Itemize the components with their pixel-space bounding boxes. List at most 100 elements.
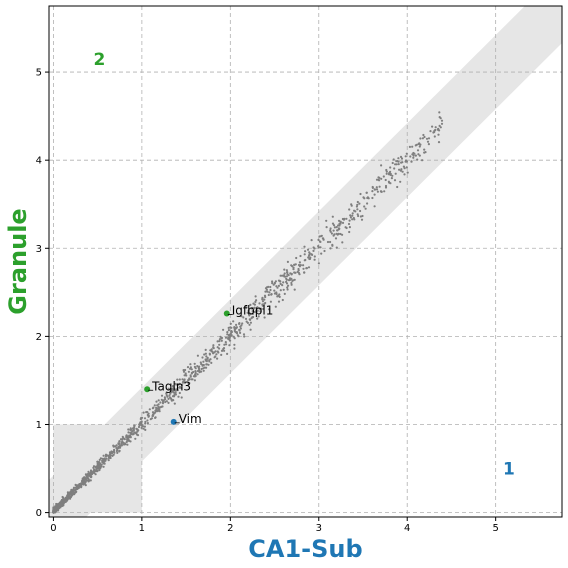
gene-point bbox=[215, 353, 218, 356]
gene-point bbox=[299, 254, 302, 258]
gene-point bbox=[108, 453, 111, 456]
gene-point bbox=[169, 396, 172, 399]
gene-point bbox=[387, 180, 390, 183]
gene-point bbox=[279, 289, 282, 292]
gene-point bbox=[254, 295, 257, 298]
gene-point bbox=[349, 214, 352, 217]
gene-point bbox=[413, 152, 416, 155]
gene-label: Igfbpl1 bbox=[232, 303, 274, 317]
gene-point bbox=[216, 357, 219, 360]
axes: 0 1 2 3 4 5 0 1 2 3 4 5 bbox=[36, 5, 563, 534]
gene-point bbox=[275, 285, 278, 288]
gene-point bbox=[246, 321, 249, 324]
gene-point bbox=[257, 315, 260, 318]
y-tick-label: 2 bbox=[36, 332, 42, 343]
gene-point bbox=[333, 226, 336, 229]
gene-point bbox=[427, 137, 431, 140]
gene-point bbox=[171, 385, 175, 388]
gene-point bbox=[196, 354, 199, 357]
gene-point bbox=[224, 336, 228, 339]
gene-point bbox=[134, 437, 137, 440]
gene-point bbox=[161, 405, 164, 408]
gene-point bbox=[353, 209, 356, 212]
gene-point bbox=[226, 331, 229, 334]
gene-point bbox=[329, 247, 332, 250]
gene-point bbox=[282, 281, 285, 284]
gene-point bbox=[247, 309, 250, 312]
gene-point bbox=[167, 397, 170, 400]
gene-point bbox=[415, 143, 418, 146]
gene-point bbox=[412, 156, 415, 159]
gene-point bbox=[422, 133, 425, 137]
gene-point bbox=[242, 333, 246, 336]
gene-point bbox=[303, 271, 306, 274]
gene-point bbox=[252, 315, 255, 319]
gene-point bbox=[52, 511, 55, 514]
gene-point bbox=[89, 472, 92, 476]
gene-point bbox=[102, 465, 105, 468]
gene-point bbox=[281, 284, 284, 287]
gene-point bbox=[144, 422, 147, 425]
gene-point bbox=[429, 130, 432, 133]
gene-point bbox=[269, 285, 272, 289]
gene-point bbox=[417, 153, 420, 156]
gene-point bbox=[371, 190, 374, 193]
gene-point bbox=[105, 457, 108, 460]
gene-point bbox=[292, 279, 295, 282]
gene-point bbox=[244, 317, 248, 320]
gene-point bbox=[264, 301, 267, 305]
gene-point bbox=[156, 407, 159, 410]
gene-point bbox=[153, 404, 156, 407]
gene-point bbox=[277, 284, 280, 287]
gene-point bbox=[405, 160, 408, 163]
gene-point bbox=[133, 424, 136, 427]
gene-point bbox=[410, 160, 413, 163]
gene-point bbox=[293, 271, 296, 274]
gene-point bbox=[146, 411, 149, 414]
gene-point bbox=[223, 343, 226, 346]
gene-point bbox=[60, 500, 63, 503]
gene-point bbox=[267, 285, 270, 288]
gene-point bbox=[426, 140, 430, 143]
gene-point bbox=[224, 341, 227, 344]
gene-point bbox=[375, 186, 378, 189]
gene-point bbox=[233, 329, 236, 333]
gene-point bbox=[181, 383, 184, 386]
x-tick-label: 3 bbox=[316, 523, 322, 534]
gene-point bbox=[310, 239, 313, 242]
gene-point bbox=[201, 364, 204, 367]
gene-point bbox=[196, 373, 199, 376]
gene-point bbox=[384, 186, 388, 189]
gene-point bbox=[168, 394, 171, 397]
gene-point bbox=[171, 387, 174, 390]
gene-point bbox=[103, 460, 106, 463]
gene-point bbox=[308, 254, 311, 257]
gene-point bbox=[64, 499, 67, 502]
gene-point bbox=[177, 395, 180, 398]
gene-point bbox=[323, 249, 326, 253]
gene-point bbox=[120, 441, 123, 444]
gene-point bbox=[385, 170, 388, 173]
gene-point bbox=[312, 249, 315, 252]
gene-point bbox=[373, 205, 376, 208]
gene-point bbox=[154, 411, 157, 414]
gene-point bbox=[196, 369, 200, 373]
gene-point bbox=[169, 392, 172, 395]
y-tick-label: 5 bbox=[36, 68, 42, 79]
gene-point bbox=[87, 470, 90, 473]
gene-point bbox=[273, 282, 276, 285]
gene-point bbox=[437, 133, 440, 136]
gene-point bbox=[423, 135, 426, 139]
gene-point bbox=[220, 337, 223, 340]
gene-point bbox=[122, 437, 125, 440]
gene-point bbox=[419, 137, 422, 140]
gene-point bbox=[233, 337, 236, 340]
gene-point bbox=[206, 356, 209, 359]
gene-point bbox=[92, 466, 95, 469]
gene-point bbox=[205, 355, 208, 358]
gene-point bbox=[157, 403, 160, 406]
gene-point bbox=[371, 196, 374, 200]
gene-point bbox=[325, 219, 328, 222]
gene-point bbox=[98, 465, 101, 468]
